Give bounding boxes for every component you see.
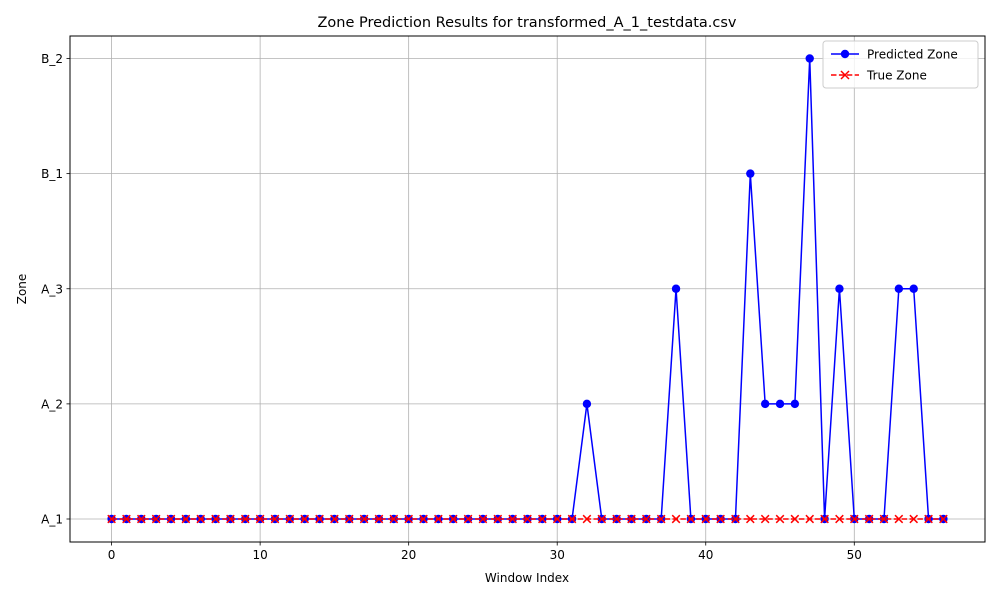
data-point <box>434 514 443 524</box>
data-point <box>315 514 324 524</box>
data-point <box>879 514 889 524</box>
data-point <box>671 284 681 293</box>
data-point <box>508 514 517 524</box>
data-point <box>330 514 339 524</box>
data-point <box>478 514 488 524</box>
data-point <box>419 514 428 524</box>
data-point <box>775 514 785 524</box>
y-axis: A_1 A_2 A_3 B_1 B_2 <box>41 52 70 527</box>
x-axis: 0 10 20 30 40 50 <box>108 542 862 562</box>
data-point <box>849 514 859 524</box>
data-point <box>805 514 815 524</box>
legend: Predicted Zone True Zone <box>822 40 979 89</box>
data-point <box>716 514 725 524</box>
data-point <box>805 54 814 63</box>
data-point <box>582 399 592 409</box>
data-point <box>166 514 176 524</box>
chart-title: Zone Prediction Results for transformed_… <box>317 15 736 31</box>
y-tick-label: A_1 <box>41 513 63 527</box>
data-point <box>612 514 621 524</box>
data-point <box>671 514 681 524</box>
data-point <box>909 514 919 524</box>
data-point <box>627 514 636 524</box>
data-point <box>760 399 770 409</box>
data-point <box>939 514 948 524</box>
data-point <box>151 514 161 524</box>
data-point <box>196 514 206 524</box>
data-point <box>746 169 755 178</box>
data-point <box>790 514 800 524</box>
grid <box>70 36 985 542</box>
y-tick-label: A_3 <box>41 282 63 296</box>
data-point <box>404 514 413 524</box>
data-point <box>122 514 131 524</box>
plot-series <box>107 54 948 524</box>
data-point <box>359 514 369 524</box>
data-point <box>389 514 399 524</box>
y-tick-label: B_1 <box>41 167 63 181</box>
legend-label-predicted: Predicted Zone <box>867 48 958 62</box>
data-point <box>894 284 904 293</box>
data-point <box>656 514 666 524</box>
data-point <box>686 514 696 524</box>
data-point <box>226 514 235 524</box>
series-1 <box>107 514 948 524</box>
legend-frame <box>822 40 979 89</box>
legend-marker-predicted <box>840 49 850 59</box>
data-point <box>835 514 844 524</box>
data-point <box>493 514 503 524</box>
x-tick-label: 40 <box>698 548 713 562</box>
data-point <box>374 514 384 524</box>
data-point <box>731 514 740 524</box>
data-point <box>523 514 532 524</box>
data-point <box>790 399 800 409</box>
data-point <box>642 514 651 524</box>
x-axis-label: Window Index <box>485 571 569 585</box>
x-tick-label: 20 <box>401 548 416 562</box>
data-point <box>211 514 220 524</box>
data-point <box>820 514 829 524</box>
data-point <box>240 514 250 524</box>
data-point <box>835 284 844 293</box>
data-point <box>344 514 354 524</box>
data-point <box>582 514 592 524</box>
data-point <box>894 514 904 524</box>
data-point <box>775 399 785 409</box>
data-point <box>701 514 711 524</box>
data-point <box>760 514 770 524</box>
data-point <box>538 514 547 524</box>
data-point <box>255 514 265 524</box>
data-point <box>463 514 473 524</box>
data-point <box>300 514 310 524</box>
x-tick-label: 50 <box>847 548 862 562</box>
data-point <box>745 514 755 524</box>
x-tick-label: 0 <box>108 548 116 562</box>
data-point <box>285 514 295 524</box>
y-axis-label: Zone <box>15 274 29 305</box>
data-point <box>181 514 191 524</box>
data-point <box>448 514 458 524</box>
y-tick-label: B_2 <box>41 52 63 66</box>
y-tick-label: A_2 <box>41 397 63 411</box>
data-point <box>597 514 607 524</box>
data-point <box>107 514 116 524</box>
data-point <box>909 284 918 293</box>
legend-label-true: True Zone <box>866 69 927 83</box>
data-point <box>924 514 933 524</box>
data-point <box>864 514 874 524</box>
data-point <box>270 514 280 524</box>
x-tick-label: 30 <box>550 548 565 562</box>
x-tick-label: 10 <box>252 548 267 562</box>
data-point <box>552 514 562 524</box>
data-point <box>136 514 146 524</box>
data-point <box>567 514 577 524</box>
legend-marker-true <box>840 70 850 80</box>
